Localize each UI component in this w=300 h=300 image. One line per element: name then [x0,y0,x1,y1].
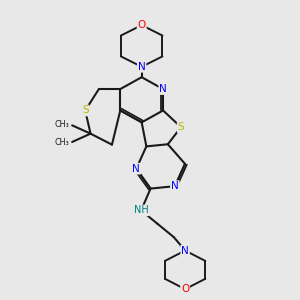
Text: N: N [171,181,179,191]
Text: O: O [181,284,189,294]
Text: S: S [178,122,184,132]
Text: CH₃: CH₃ [55,138,70,147]
Text: NH: NH [134,206,148,215]
Text: N: N [181,245,189,256]
Text: N: N [138,62,146,72]
Text: N: N [159,84,167,94]
Text: CH₃: CH₃ [55,120,70,129]
Text: O: O [138,20,146,30]
Text: N: N [132,164,140,174]
Text: S: S [82,106,88,116]
